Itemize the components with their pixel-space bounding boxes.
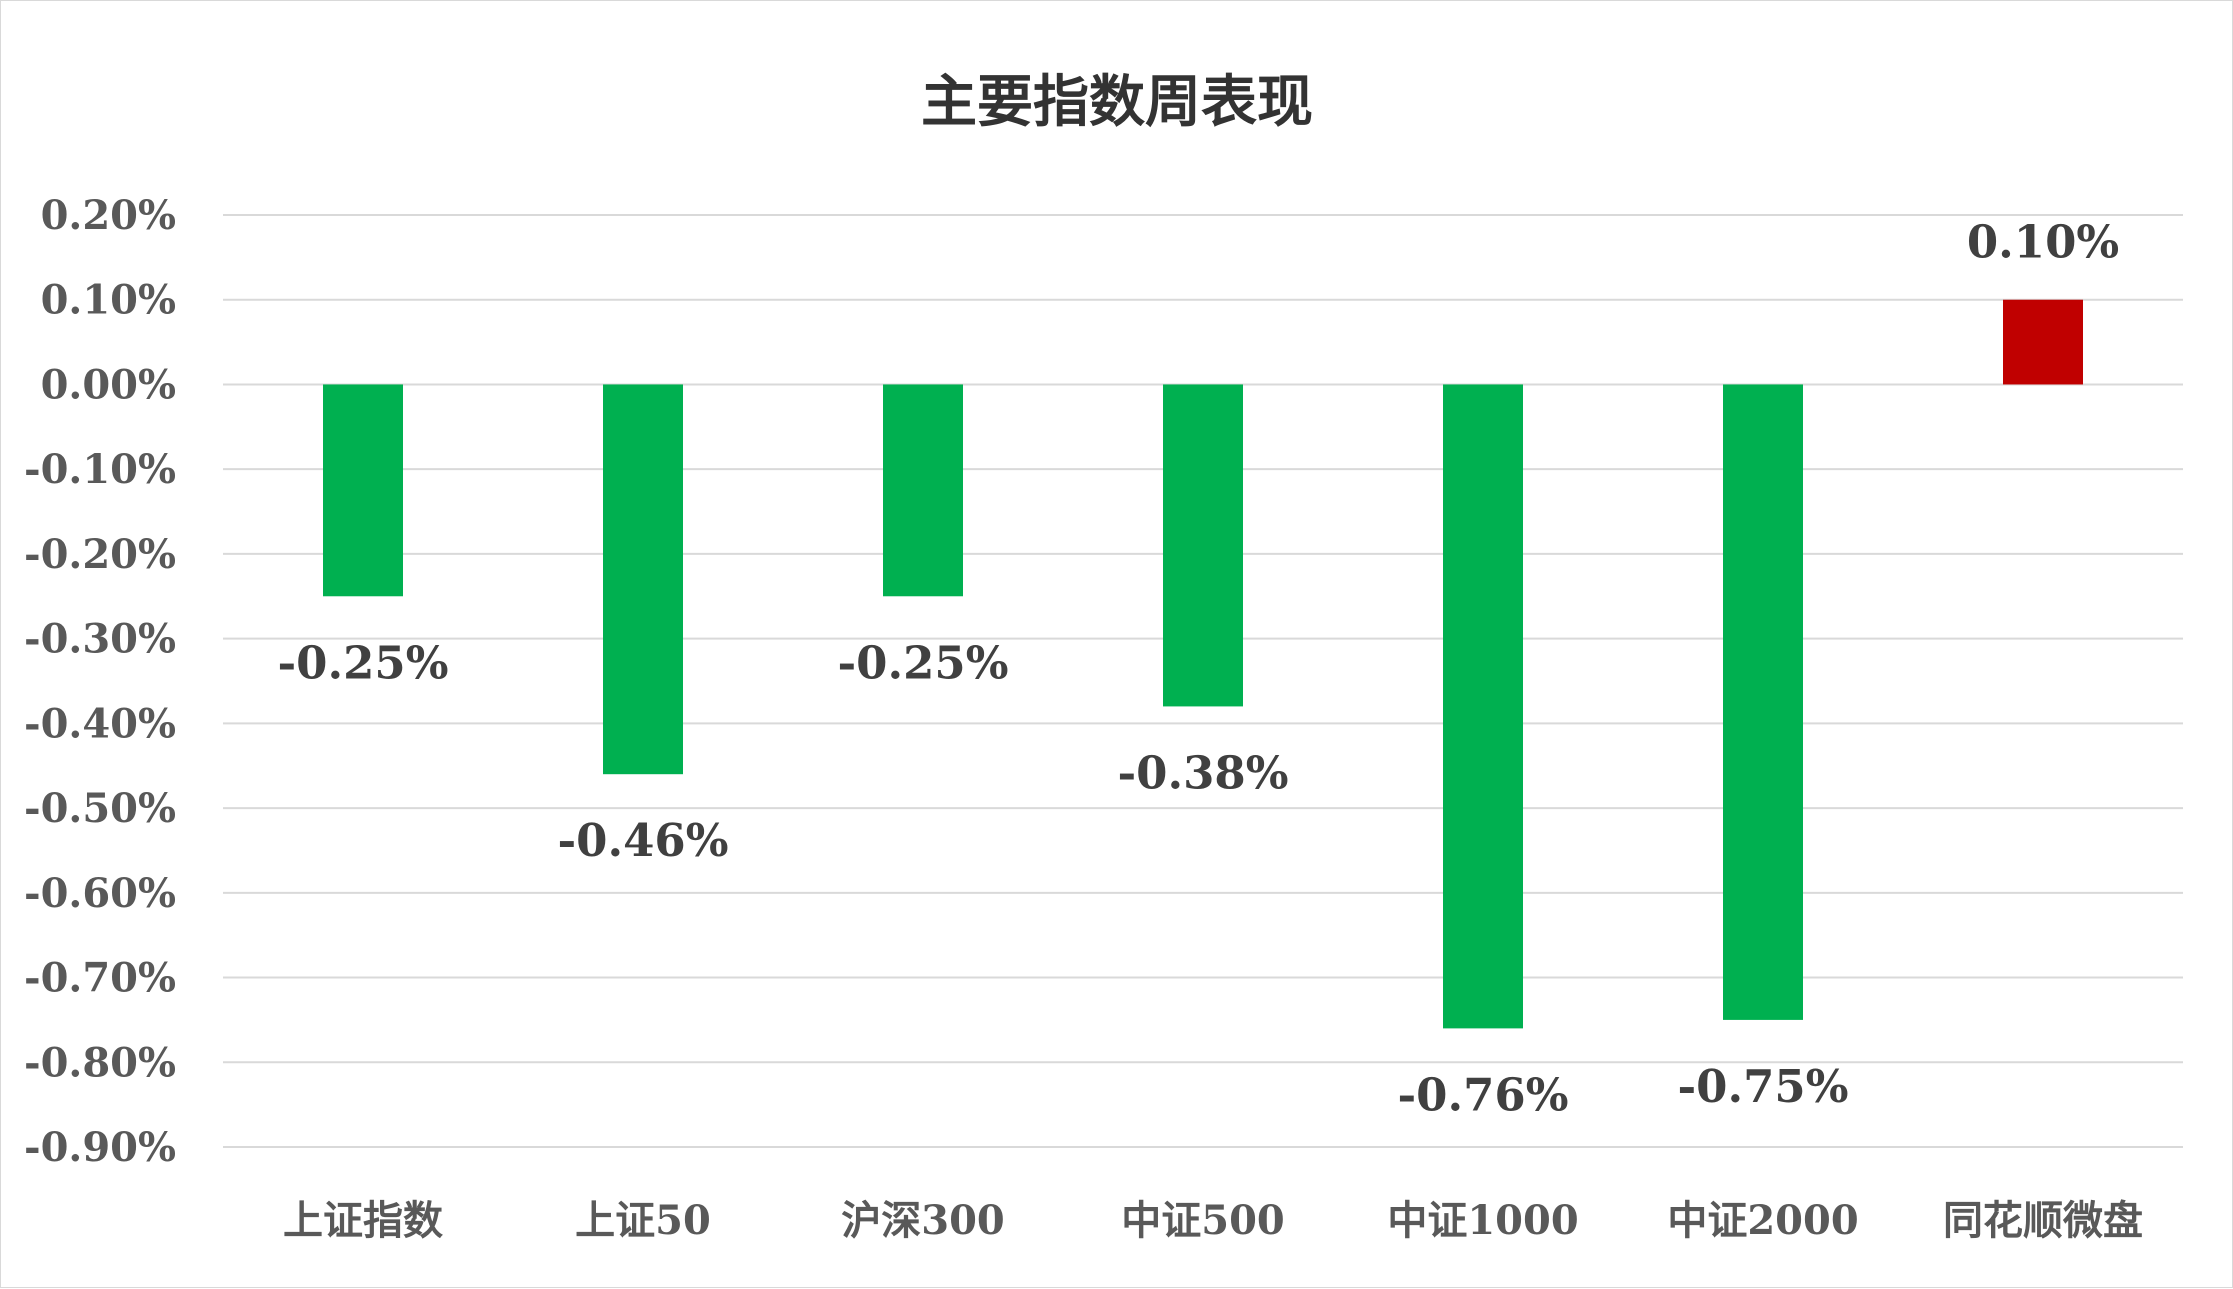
y-tick-label: -0.20% (24, 531, 176, 578)
data-label: -0.38% (1117, 746, 1288, 799)
x-tick-label: 上证50 (575, 1197, 711, 1244)
data-label: -0.75% (1677, 1060, 1848, 1113)
x-axis-ticks: 上证指数 上证50 沪深300 中证500 中证1000 中证2000 同花顺微盘 (283, 1197, 2143, 1244)
x-tick-label: 中证1000 (1387, 1197, 1578, 1244)
data-label: -0.25% (277, 636, 448, 689)
y-axis-ticks: 0.20% 0.10% 0.00% -0.10% -0.20% -0.30% -0.40% -… (24, 192, 176, 1171)
y-tick-label: -0.90% (24, 1124, 176, 1171)
bar (2003, 299, 2083, 385)
y-tick-label: -0.50% (24, 785, 176, 832)
chart-title: 主要指数周表现 (921, 69, 1313, 135)
data-label: 0.10% (1967, 216, 2119, 269)
data-label: -0.46% (557, 814, 728, 867)
y-tick-label: -0.70% (24, 955, 176, 1002)
y-tick-label: -0.40% (24, 700, 176, 747)
y-tick-label: 0.00% (41, 361, 176, 408)
y-tick-label: -0.10% (24, 446, 176, 493)
y-tick-label: 0.20% (41, 192, 176, 239)
x-tick-label: 中证500 (1121, 1197, 1285, 1244)
y-tick-label: -0.80% (24, 1039, 176, 1086)
x-tick-label: 同花顺微盘 (1943, 1197, 2143, 1244)
bar (603, 384, 683, 775)
data-label: -0.25% (837, 636, 1008, 689)
bar (1723, 384, 1803, 1020)
bar (323, 384, 403, 597)
x-tick-label: 中证2000 (1667, 1197, 1858, 1244)
bar (883, 384, 963, 597)
data-labels: -0.25% -0.46% -0.25% -0.38% -0.76% -0.75% 0.10… (277, 216, 2119, 1122)
x-tick-label: 上证指数 (283, 1197, 443, 1244)
bars (323, 299, 2083, 1029)
y-tick-label: -0.60% (24, 870, 176, 917)
bar (1443, 384, 1523, 1029)
x-tick-label: 沪深300 (841, 1197, 1005, 1244)
y-tick-label: -0.30% (24, 616, 176, 663)
y-tick-label: 0.10% (41, 277, 176, 324)
bar (1163, 384, 1243, 707)
data-label: -0.76% (1397, 1068, 1568, 1121)
